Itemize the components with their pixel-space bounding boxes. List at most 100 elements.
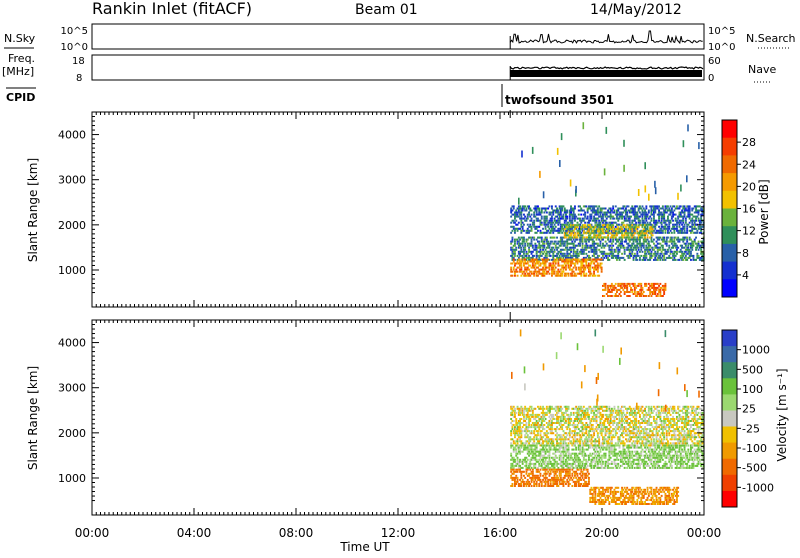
heatmap-cell [672,412,674,414]
heatmap-cell [651,408,653,410]
heatmap-cell [695,249,697,251]
heatmap-cell [684,239,686,241]
heatmap-cell [536,212,538,214]
heatmap-cell [563,269,565,271]
heatmap-cell [652,230,654,232]
heatmap-cell [514,241,516,243]
heatmap-cell [583,218,585,220]
heatmap-cell [610,287,612,289]
heatmap-cell [639,222,641,224]
heatmap-cell [515,210,517,212]
heatmap-cell [546,414,548,416]
heatmap-cell [605,208,607,210]
heatmap-cell [573,438,575,440]
heatmap-cell [600,420,602,422]
heatmap-cell [524,259,526,261]
heatmap-cell [666,243,668,245]
heatmap-cell [513,261,515,263]
heatmap-cell [625,414,627,416]
heatmap-cell [631,222,633,224]
heatmap-cell [648,241,650,243]
heatmap-cell [638,436,640,438]
heatmap-cell [615,222,617,224]
heatmap-cell [689,237,691,239]
heatmap-cell [513,440,515,442]
heatmap-cell [515,247,517,249]
heatmap-cell [648,295,650,297]
heatmap-cell [588,418,590,420]
heatmap-cell [617,408,619,410]
heatmap-cell [631,414,633,416]
heatmap-cell [565,224,567,226]
heatmap-cell [700,222,702,224]
heatmap-cell [662,295,664,297]
heatmap-cell [597,218,599,220]
heatmap-cell [587,259,589,261]
heatmap-cell [676,253,678,255]
heatmap-cell [654,226,656,228]
heatmap-cell [561,226,563,228]
heatmap-cell [696,230,698,232]
heatmap-cell [689,205,691,207]
heatmap-cell [603,440,605,442]
heatmap-cell [514,410,516,412]
heatmap-cell [584,216,586,218]
heatmap-cell [645,212,647,214]
heatmap-cell [588,236,590,238]
heatmap-cell [657,287,659,289]
heatmap-cell [527,414,529,416]
heatmap-cell [515,412,517,414]
heatmap-cell [616,432,618,434]
heatmap-cell [606,293,608,295]
heatmap-cell [510,243,512,245]
heatmap-cell [570,412,572,414]
heatmap-cell [666,414,668,416]
heatmap-cell [639,434,641,436]
heatmap-cell [630,226,632,228]
heatmap-cell [545,418,547,420]
heatmap-cell [681,257,683,259]
heatmap-cell [549,416,551,418]
heatmap-cell [610,432,612,434]
heatmap-cell [571,261,573,263]
heatmap-cell [510,434,512,436]
heatmap-cell [690,251,692,253]
nsky-tick-bottom: 10^0 [61,42,88,53]
heatmap-cell [537,430,539,432]
heatmap-cell [554,228,556,230]
heatmap-cell [589,269,591,271]
heatmap-cell [624,247,626,249]
heatmap-cell [552,232,554,234]
heatmap-cell [659,283,661,285]
heatmap-cell [574,214,576,216]
heatmap-cell [579,218,581,220]
heatmap-cell [659,412,661,414]
heatmap-cell [578,259,580,261]
heatmap-cell [596,251,598,253]
heatmap-cell [551,220,553,222]
heatmap-cell [612,424,614,426]
heatmap-cell [583,232,585,234]
heatmap-cell [578,432,580,434]
heatmap-cell [640,249,642,251]
y-tick-label: 1000 [58,264,86,277]
heatmap-cell [611,440,613,442]
heatmap-cell [658,426,660,428]
heatmap-cell [665,249,667,251]
heatmap-cell [533,237,535,239]
heatmap-cell [580,208,582,210]
heatmap-cell [547,230,549,232]
heatmap-cell [564,245,566,247]
heatmap-cell [518,222,520,224]
heatmap-cell [566,245,568,247]
heatmap-cell [579,205,581,207]
heatmap-cell [571,220,573,222]
heatmap-cell [611,243,613,245]
heatmap-cell [587,210,589,212]
heatmap-cell [630,216,632,218]
heatmap-cell [574,220,576,222]
heatmap-cell [611,210,613,212]
heatmap-cell [593,434,595,436]
heatmap-cell [593,208,595,210]
heatmap-cell [668,232,670,234]
